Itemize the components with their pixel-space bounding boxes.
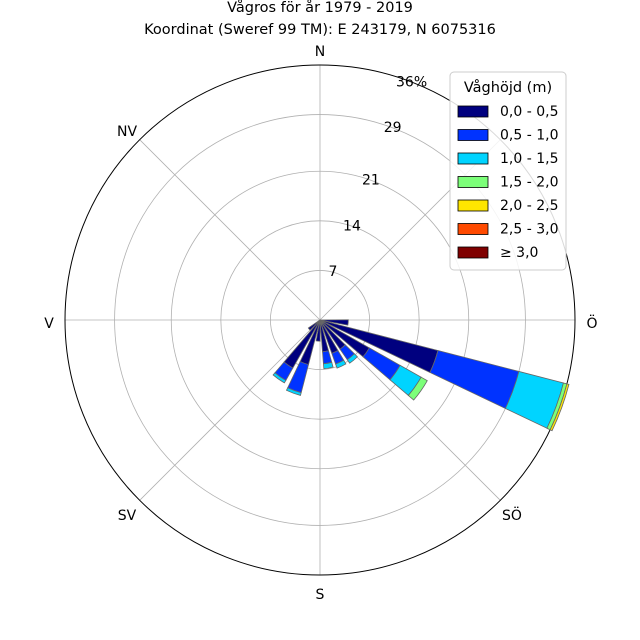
direction-label: V [44, 316, 54, 332]
direction-label: NV [117, 124, 137, 140]
chart-subtitle: Koordinat (Sweref 99 TM): E 243179, N 60… [144, 22, 496, 38]
rose-bar-segment [407, 376, 428, 401]
rose-bar-segment [285, 387, 302, 396]
legend-swatch [457, 176, 489, 188]
direction-label: S [316, 587, 325, 603]
legend-swatch [457, 129, 489, 141]
legend-entry: 2,5 - 3,0 [500, 222, 558, 238]
radial-tick-label: 7 [329, 264, 338, 280]
radial-tick-label: 21 [362, 173, 380, 189]
grid-spoke [139, 139, 321, 321]
rose-bar-segment [323, 361, 334, 370]
legend-swatch [457, 152, 489, 165]
rose-bar-segment [307, 319, 321, 331]
rose-bar-segment [346, 353, 358, 364]
polar-grid [64, 64, 576, 576]
legend-swatch [457, 246, 489, 259]
rose-bar-segment [549, 383, 570, 432]
radial-tick-label: 14 [343, 218, 361, 234]
grid-spoke [139, 319, 321, 501]
rose-bar-segment [319, 319, 349, 326]
rose-bar-segment [322, 350, 333, 365]
rose-bar-segment [335, 359, 347, 369]
axis-labels: N NV V SV S SÖ Ö 7 14 21 29 36% [44, 44, 597, 603]
legend: Våghöjd (m) 0,0 - 0,5 0,5 - 1,0 1,0 - 1,5 1,… [449, 71, 567, 271]
rose-bars [272, 319, 570, 432]
legend-swatch [457, 223, 489, 235]
legend-entry: 0,5 - 1,0 [500, 128, 558, 144]
legend-entry: 1,0 - 1,5 [500, 151, 558, 167]
rose-bar-segment [272, 372, 287, 384]
legend-title: Våghöjd (m) [464, 79, 552, 96]
outer-ring [64, 64, 576, 576]
direction-label: Ö [586, 314, 597, 332]
direction-label: SÖ [502, 506, 522, 524]
legend-entry: 0,0 - 0,5 [500, 104, 558, 120]
legend-entry: 2,0 - 2,5 [500, 198, 558, 214]
legend-swatch [457, 199, 489, 212]
rose-bar-segment [429, 350, 520, 409]
direction-label: N [315, 44, 325, 60]
chart-title: Vågros för år 1979 - 2019 [227, 0, 413, 16]
legend-swatch [457, 105, 489, 118]
direction-label: SV [118, 508, 137, 524]
legend-box [449, 71, 567, 271]
legend-entry: ≥ 3,0 [500, 245, 538, 261]
rose-bar-segment [315, 319, 321, 342]
radial-tick-label: 36% [396, 74, 427, 90]
legend-entry: 1,5 - 2,0 [500, 175, 558, 191]
radial-tick-label: 29 [384, 120, 402, 136]
